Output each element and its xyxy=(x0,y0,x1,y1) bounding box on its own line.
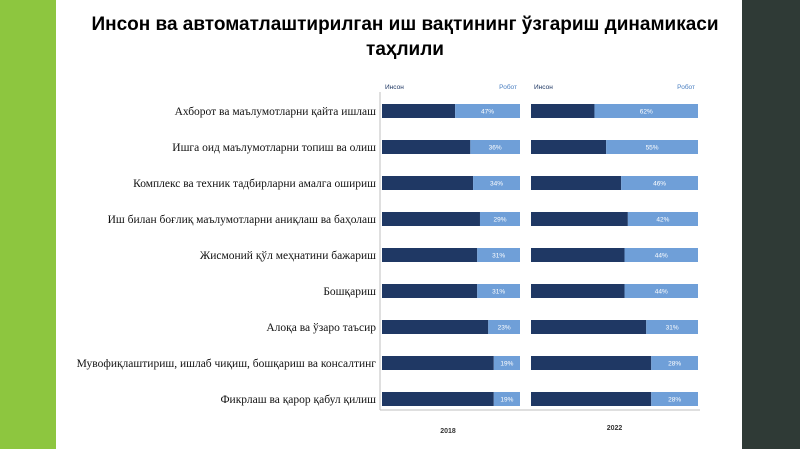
robot-value-label: 28% xyxy=(668,361,681,368)
bar-human-segment xyxy=(531,104,595,118)
robot-value-label: 46% xyxy=(653,181,666,188)
category-label: Жисмоний қўл меҳнатини бажариш xyxy=(200,250,376,262)
bar-robot-segment xyxy=(624,248,698,262)
panel-year-label: 2022 xyxy=(607,425,623,432)
bar-human-segment xyxy=(382,392,494,406)
category-label: Комплекс ва техник тадбирларни амалга ош… xyxy=(133,178,376,190)
robot-value-label: 42% xyxy=(656,217,669,224)
bar-human-segment xyxy=(531,176,622,190)
bar-robot-segment xyxy=(470,140,520,154)
bar-human-segment xyxy=(531,212,628,226)
robot-value-label: 31% xyxy=(492,253,505,260)
robot-value-label: 31% xyxy=(492,289,505,296)
right-accent-band xyxy=(742,0,800,449)
robot-value-label: 19% xyxy=(500,361,513,368)
robot-value-label: 44% xyxy=(655,253,668,260)
bar-robot-segment xyxy=(455,104,520,118)
category-label: Бошқариш xyxy=(323,286,376,298)
category-label: Ахборот ва маълумотларни қайта ишлаш xyxy=(175,106,377,118)
robot-value-label: 29% xyxy=(493,217,506,224)
bar-human-segment xyxy=(382,248,478,262)
bar-robot-segment xyxy=(473,176,520,190)
category-label: Иш билан боғлиқ маълумотларни аниқлаш ва… xyxy=(108,214,377,226)
legend-human: Инсон xyxy=(385,84,404,91)
legend-human: Инсон xyxy=(534,84,553,91)
category-label: Ишга оид маълумотларни топиш ва олиш xyxy=(172,142,376,154)
bar-robot-segment xyxy=(624,284,698,298)
legend-robot: Робот xyxy=(677,83,695,91)
bar-robot-segment xyxy=(479,212,520,226)
left-accent-band xyxy=(0,0,56,449)
bar-human-segment xyxy=(382,284,478,298)
bar-human-segment xyxy=(382,104,456,118)
bar-human-segment xyxy=(531,140,607,154)
legend-robot: Робот xyxy=(499,83,517,91)
bar-human-segment xyxy=(531,392,652,406)
robot-value-label: 36% xyxy=(489,145,502,152)
bar-robot-segment xyxy=(606,140,698,154)
bar-human-segment xyxy=(531,284,625,298)
bar-human-segment xyxy=(382,140,471,154)
bar-robot-segment xyxy=(651,392,698,406)
bar-human-segment xyxy=(382,356,494,370)
robot-value-label: 23% xyxy=(498,325,511,332)
robot-value-label: 34% xyxy=(490,181,503,188)
robot-value-label: 55% xyxy=(646,145,659,152)
bar-human-segment xyxy=(531,356,652,370)
bar-robot-segment xyxy=(627,212,698,226)
robot-value-label: 19% xyxy=(500,397,513,404)
bar-robot-segment xyxy=(594,104,698,118)
category-label: Алоқа ва ўзаро таъсир xyxy=(266,322,376,334)
bar-human-segment xyxy=(531,248,625,262)
category-label: Мувофиқлаштириш, ишлаб чиқиш, бошқариш в… xyxy=(77,358,377,370)
bar-robot-segment xyxy=(493,356,520,370)
bar-robot-segment xyxy=(651,356,698,370)
bar-human-segment xyxy=(382,176,474,190)
robot-value-label: 31% xyxy=(666,325,679,332)
bar-human-segment xyxy=(382,212,480,226)
robot-value-label: 44% xyxy=(655,289,668,296)
bar-human-segment xyxy=(531,320,647,334)
bar-robot-segment xyxy=(493,392,520,406)
bar-robot-segment xyxy=(477,284,520,298)
category-label: Фикрлаш ва қарор қабул қилиш xyxy=(220,394,376,406)
bar-human-segment xyxy=(382,320,489,334)
robot-value-label: 62% xyxy=(640,109,653,116)
bar-robot-segment xyxy=(646,320,698,334)
bar-robot-segment xyxy=(621,176,698,190)
robot-value-label: 28% xyxy=(668,397,681,404)
bar-robot-segment xyxy=(477,248,520,262)
panel-year-label: 2018 xyxy=(440,428,456,435)
robot-value-label: 47% xyxy=(481,109,494,116)
bar-robot-segment xyxy=(488,320,520,334)
slide-title: Инсон ва автоматлаштирилган иш вақтининг… xyxy=(91,14,719,60)
